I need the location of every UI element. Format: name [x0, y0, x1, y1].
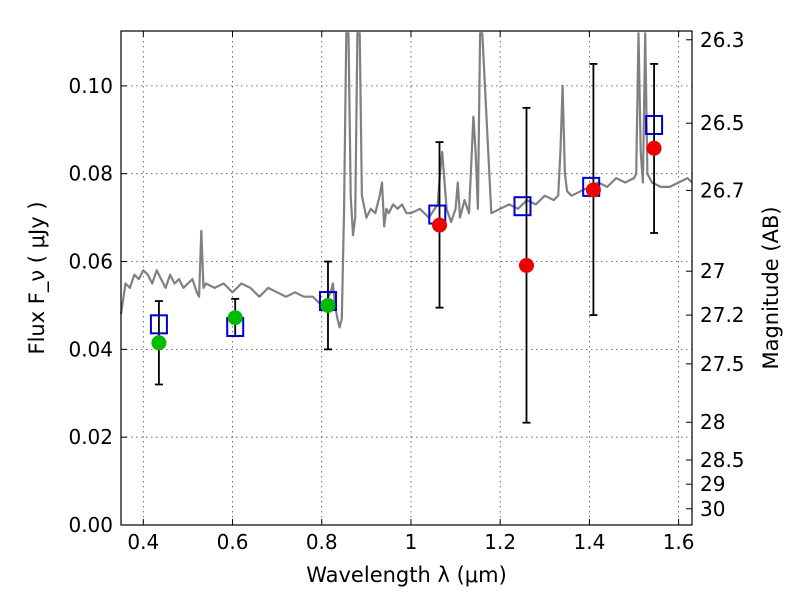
- x-tick-label: 0.8: [306, 530, 338, 554]
- model-flux-square: [513, 196, 532, 217]
- y-tick-label: 0.04: [68, 337, 113, 361]
- x-axis-label: Wavelength λ (μm): [306, 563, 507, 587]
- x-tick-label: 1.4: [573, 530, 605, 554]
- observed-flux-point: [227, 310, 243, 326]
- x-tick-label: 0.4: [127, 530, 159, 554]
- y2-tick-label: 26.5: [700, 111, 745, 135]
- observed-flux-point: [646, 140, 662, 156]
- y-tick-label: 0.10: [68, 74, 113, 98]
- x-tick-label: 1.2: [484, 530, 516, 554]
- y2-tick-label: 28.5: [700, 448, 745, 472]
- model-flux-square: [149, 314, 168, 335]
- observed-flux-point: [432, 217, 448, 233]
- model-flux-square: [645, 114, 664, 135]
- y2-tick-label: 27.2: [700, 303, 745, 327]
- y2-tick-label: 26.7: [700, 178, 745, 202]
- y2-tick-label: 26.3: [700, 28, 745, 52]
- y2-tick-label: 28: [700, 410, 725, 434]
- observed-flux-point: [151, 335, 167, 351]
- observed-flux-point: [585, 182, 601, 198]
- plot-frame: [120, 30, 693, 526]
- y2-tick-label: 29: [700, 472, 725, 496]
- y-tick-label: 0.02: [68, 425, 113, 449]
- y-tick-label: 0.06: [68, 250, 113, 274]
- y2-tick-label: 30: [700, 497, 725, 521]
- x-tick-label: 0.6: [217, 530, 249, 554]
- y2-tick-label: 27: [700, 259, 725, 283]
- model-spectrum: [119, 32, 693, 329]
- observed-flux-point: [320, 297, 336, 313]
- observed-flux-point: [518, 257, 534, 273]
- photometry-points: [149, 63, 664, 424]
- y-tick-label: 0.08: [68, 162, 113, 186]
- grid-lines: [121, 31, 692, 526]
- y-axis-label: Flux F_ν ( μJy ): [25, 201, 50, 354]
- axes: 0.4 0.6 0.8 1 1.2 1.4 1.6 0.00 0.02 0.04 0.06 0.08 0…: [68, 28, 744, 554]
- x-tick-label: 1.6: [663, 530, 695, 554]
- y2-tick-label: 27.5: [700, 352, 745, 376]
- y-tick-label: 0.00: [68, 513, 113, 537]
- right-axis-label: Magnitude (AB): [759, 206, 783, 369]
- model-spectrum-line: [119, 32, 693, 329]
- x-tick-label: 1: [405, 530, 418, 554]
